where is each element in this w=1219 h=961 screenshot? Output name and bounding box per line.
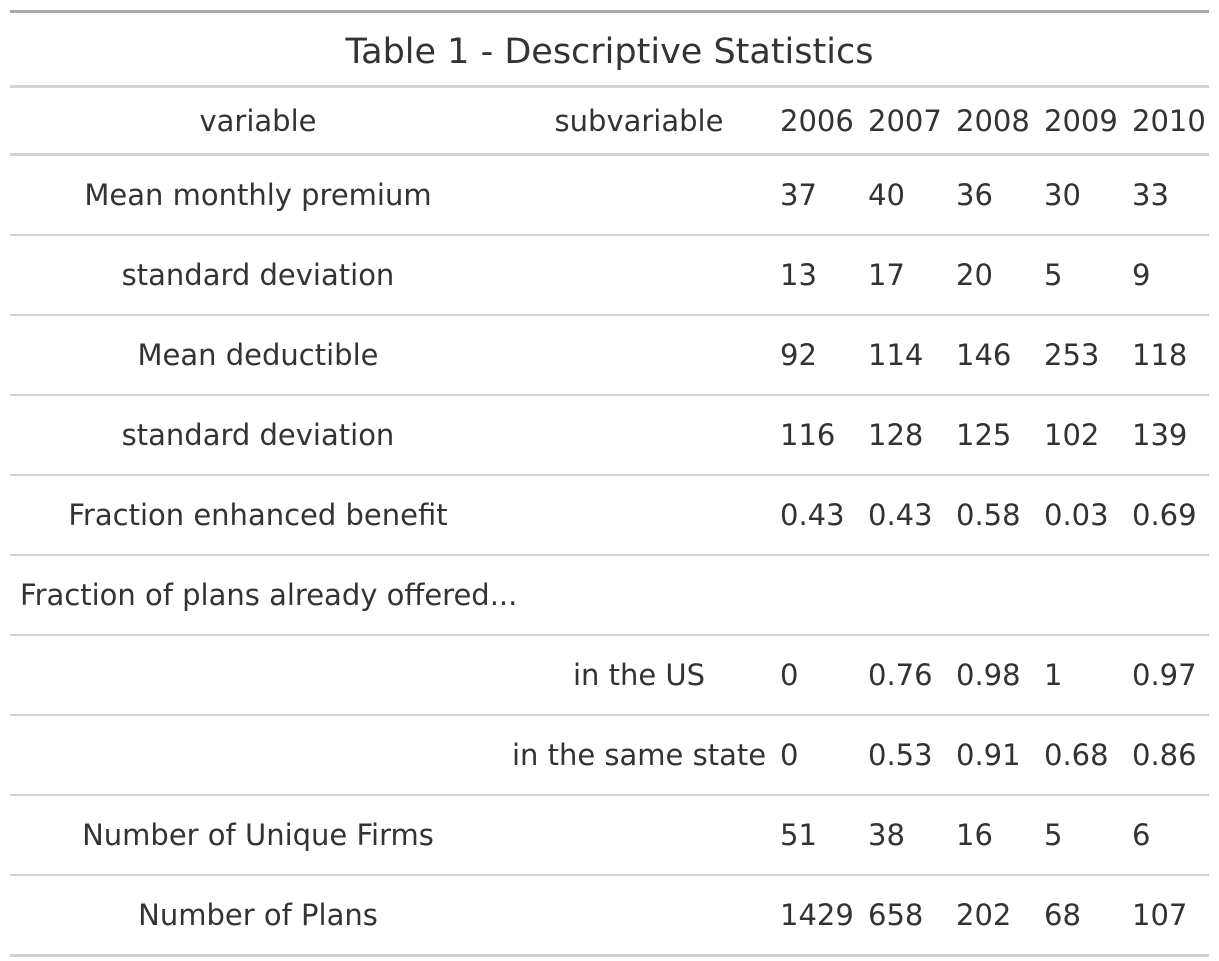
cell-value-2008: 202 xyxy=(948,875,1036,957)
cell-variable: Mean monthly premium xyxy=(10,154,506,236)
cell-variable: Mean deductible xyxy=(10,315,506,396)
cell-variable: Fraction of plans already offered... xyxy=(10,555,517,636)
cell-variable xyxy=(10,635,506,716)
header-year-2009: 2009 xyxy=(1036,88,1124,156)
cell-value-2009: 68 xyxy=(1036,875,1124,957)
cell-value-2010: 0.86 xyxy=(1124,715,1209,796)
cell-value-2007: 40 xyxy=(860,154,948,236)
cell-variable: Number of Unique Firms xyxy=(10,795,506,876)
cell-value-2010: 139 xyxy=(1124,395,1209,476)
cell-value-2010: 9 xyxy=(1124,235,1209,316)
cell-value-2007: 128 xyxy=(860,395,948,476)
cell-value-2009: 30 xyxy=(1036,154,1124,236)
cell-subvariable xyxy=(506,154,772,236)
header-variable: variable xyxy=(10,88,506,156)
cell-value-2006: 92 xyxy=(772,315,860,396)
table-header: variable subvariable 2006 2007 2008 2009… xyxy=(10,88,1209,156)
cell-value-2007: 0.53 xyxy=(860,715,948,796)
cell-value-2010: 6 xyxy=(1124,795,1209,876)
cell-value-2006: 0 xyxy=(772,715,860,796)
cell-value-2010: 118 xyxy=(1124,315,1209,396)
cell-subvariable: in the same state xyxy=(506,715,772,796)
cell-value-2006: 0 xyxy=(772,635,860,716)
cell-variable xyxy=(10,715,506,796)
cell-value-2007: 658 xyxy=(860,875,948,957)
cell-value-2008: 36 xyxy=(948,154,1036,236)
cell-subvariable xyxy=(506,555,772,636)
cell-subvariable xyxy=(506,475,772,556)
cell-variable: standard deviation xyxy=(10,395,506,476)
cell-value-2010 xyxy=(1124,555,1209,636)
cell-value-2006 xyxy=(772,555,860,636)
table-title: Table 1 - Descriptive Statistics xyxy=(345,32,874,72)
header-year-2008: 2008 xyxy=(948,88,1036,156)
table-row: Number of Plans 1429 658 202 68 107 xyxy=(10,875,1209,957)
header-year-2010: 2010 xyxy=(1124,88,1209,156)
cell-value-2008: 125 xyxy=(948,395,1036,476)
cell-value-2010: 0.69 xyxy=(1124,475,1209,556)
table-row: Fraction enhanced benefit 0.43 0.43 0.58… xyxy=(10,475,1209,556)
cell-subvariable xyxy=(506,795,772,876)
cell-value-2009: 5 xyxy=(1036,235,1124,316)
cell-value-2010: 0.97 xyxy=(1124,635,1209,716)
table-row: in the same state 0 0.53 0.91 0.68 0.86 xyxy=(10,715,1209,796)
header-year-2006: 2006 xyxy=(772,88,860,156)
cell-subvariable xyxy=(506,235,772,316)
table-body: Mean monthly premium 37 40 36 30 33 stan… xyxy=(10,154,1209,957)
cell-subvariable: in the US xyxy=(506,635,772,716)
cell-value-2008: 0.58 xyxy=(948,475,1036,556)
cell-subvariable xyxy=(506,875,772,957)
cell-value-2006: 51 xyxy=(772,795,860,876)
cell-value-2006: 116 xyxy=(772,395,860,476)
cell-value-2008: 0.98 xyxy=(948,635,1036,716)
descriptive-statistics-table: Table 1 - Descriptive Statistics variabl… xyxy=(10,10,1209,957)
cell-value-2007: 17 xyxy=(860,235,948,316)
cell-value-2010: 33 xyxy=(1124,154,1209,236)
cell-variable: Fraction enhanced benefit xyxy=(10,475,506,556)
cell-value-2008: 20 xyxy=(948,235,1036,316)
cell-subvariable xyxy=(506,395,772,476)
cell-value-2007 xyxy=(860,555,948,636)
cell-value-2007: 0.76 xyxy=(860,635,948,716)
table-row: Number of Unique Firms 51 38 16 5 6 xyxy=(10,795,1209,876)
header-year-2007: 2007 xyxy=(860,88,948,156)
title-rule xyxy=(10,85,1209,88)
cell-value-2010: 107 xyxy=(1124,875,1209,957)
top-rule xyxy=(10,10,1209,13)
cell-value-2007: 38 xyxy=(860,795,948,876)
cell-value-2009: 0.68 xyxy=(1036,715,1124,796)
cell-value-2008: 0.91 xyxy=(948,715,1036,796)
table-row: standard deviation 13 17 20 5 9 xyxy=(10,235,1209,316)
cell-variable: standard deviation xyxy=(10,235,506,316)
cell-value-2006: 13 xyxy=(772,235,860,316)
cell-value-2009: 102 xyxy=(1036,395,1124,476)
header-subvariable: subvariable xyxy=(506,88,772,156)
cell-variable: Number of Plans xyxy=(10,875,506,957)
cell-value-2009: 253 xyxy=(1036,315,1124,396)
table-row: in the US 0 0.76 0.98 1 0.97 xyxy=(10,635,1209,716)
cell-value-2007: 0.43 xyxy=(860,475,948,556)
cell-value-2009 xyxy=(1036,555,1124,636)
cell-value-2008: 16 xyxy=(948,795,1036,876)
cell-subvariable xyxy=(506,315,772,396)
cell-value-2007: 114 xyxy=(860,315,948,396)
cell-value-2006: 37 xyxy=(772,154,860,236)
cell-value-2009: 5 xyxy=(1036,795,1124,876)
cell-value-2009: 0.03 xyxy=(1036,475,1124,556)
cell-value-2006: 0.43 xyxy=(772,475,860,556)
table-row: Fraction of plans already offered... xyxy=(10,555,1209,636)
cell-value-2006: 1429 xyxy=(772,875,860,957)
cell-value-2008: 146 xyxy=(948,315,1036,396)
cell-value-2008 xyxy=(948,555,1036,636)
table-row: Mean deductible 92 114 146 253 118 xyxy=(10,315,1209,396)
stats-table: variable subvariable 2006 2007 2008 2009… xyxy=(10,88,1209,957)
table-row: standard deviation 116 128 125 102 139 xyxy=(10,395,1209,476)
cell-value-2009: 1 xyxy=(1036,635,1124,716)
table-row: Mean monthly premium 37 40 36 30 33 xyxy=(10,154,1209,236)
header-row: variable subvariable 2006 2007 2008 2009… xyxy=(10,88,1209,156)
